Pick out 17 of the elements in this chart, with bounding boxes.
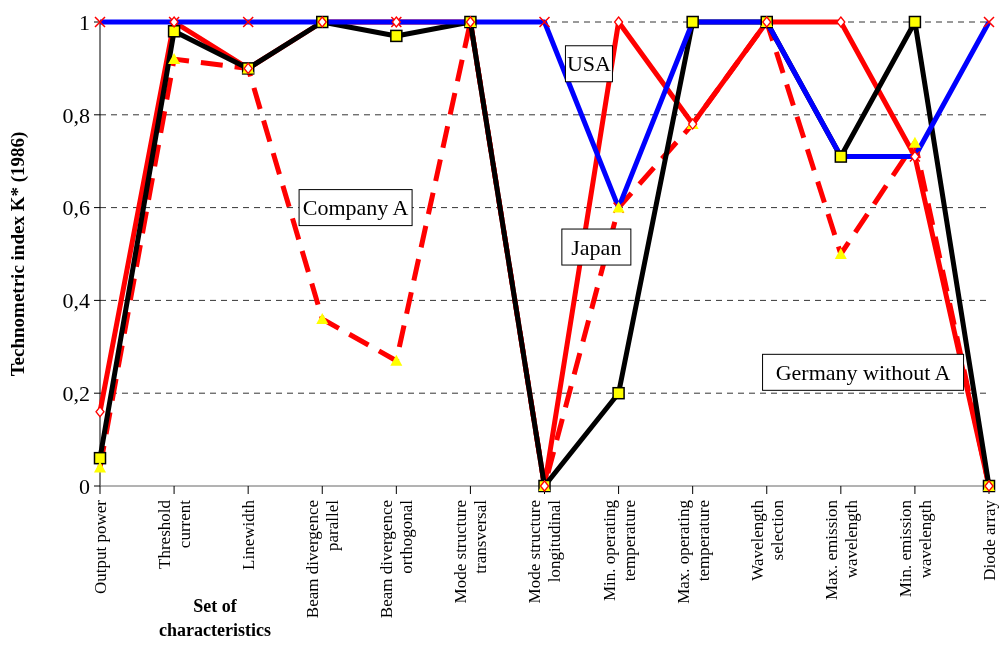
y-tick-label: 0,2: [62, 380, 90, 406]
x-axis-title: Set of characteristics: [159, 596, 271, 640]
series-label: Japan: [571, 234, 622, 260]
y-tick-label: 0,4: [62, 288, 90, 314]
series-label: USA: [566, 51, 612, 77]
y-axis-title: Technometric index K* (1986): [7, 131, 29, 377]
x-tick-label: Output power: [90, 499, 110, 594]
x-tick-label: Linewidth: [239, 499, 259, 570]
x-tick-label: Threshold current: [155, 499, 195, 569]
x-tick-label: Beam divergence parallel: [303, 499, 343, 619]
y-tick-label: 0,8: [62, 102, 90, 128]
y-tick-label: 0: [79, 473, 90, 499]
y-tick-label: 0,6: [62, 195, 90, 221]
series-label: Company A: [302, 195, 409, 221]
series-label: Germany without A: [775, 360, 951, 386]
x-tick-label: Diode array: [979, 499, 999, 581]
y-tick-label: 1: [79, 9, 90, 35]
